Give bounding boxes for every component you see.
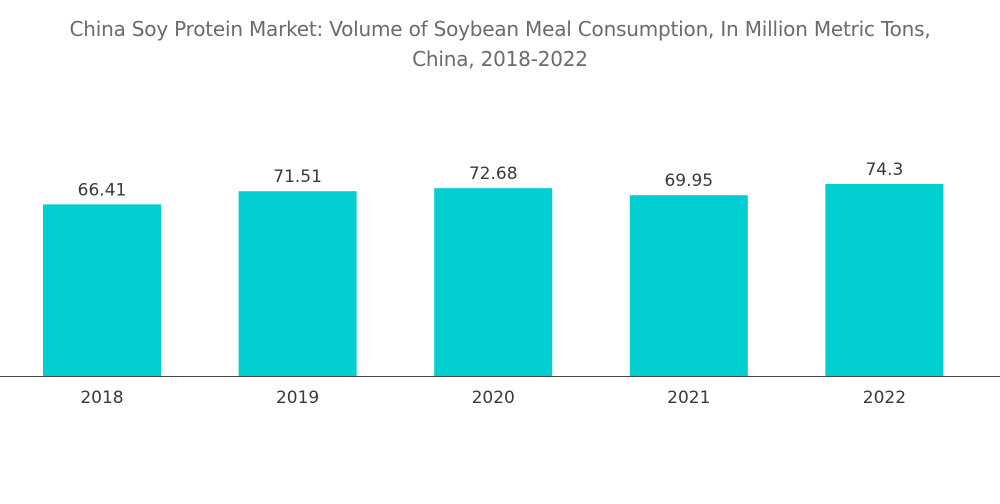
data-label-2021: 69.95: [664, 171, 713, 191]
data-label-2020: 72.68: [469, 164, 518, 184]
bar-2022: [825, 184, 944, 376]
data-label-2019: 71.51: [273, 167, 322, 187]
bar-2018: [43, 204, 161, 376]
bar-2020: [434, 188, 553, 376]
x-tick-label-2022: 2022: [863, 388, 906, 408]
x-tick-label-2020: 2020: [472, 388, 515, 408]
bar-2021: [629, 195, 748, 376]
bars-layer: [43, 184, 944, 376]
chart-title-line-2: China, 2018-2022: [412, 47, 588, 71]
x-tick-label-2021: 2021: [667, 388, 710, 408]
chart-title-line-1: China Soy Protein Market: Volume of Soyb…: [69, 17, 931, 41]
data-label-2018: 66.41: [78, 180, 127, 200]
x-tick-label-2018: 2018: [80, 388, 123, 408]
bar-2019: [238, 191, 357, 376]
labels-layer: 66.41 2018 71.51 2019 72.68 2020 69.95 2021 74.3…: [78, 160, 906, 408]
data-label-2022: 74.3: [865, 160, 903, 180]
chart-title: China Soy Protein Market: Volume of Soyb…: [0, 14, 1000, 74]
x-tick-label-2019: 2019: [276, 388, 319, 408]
